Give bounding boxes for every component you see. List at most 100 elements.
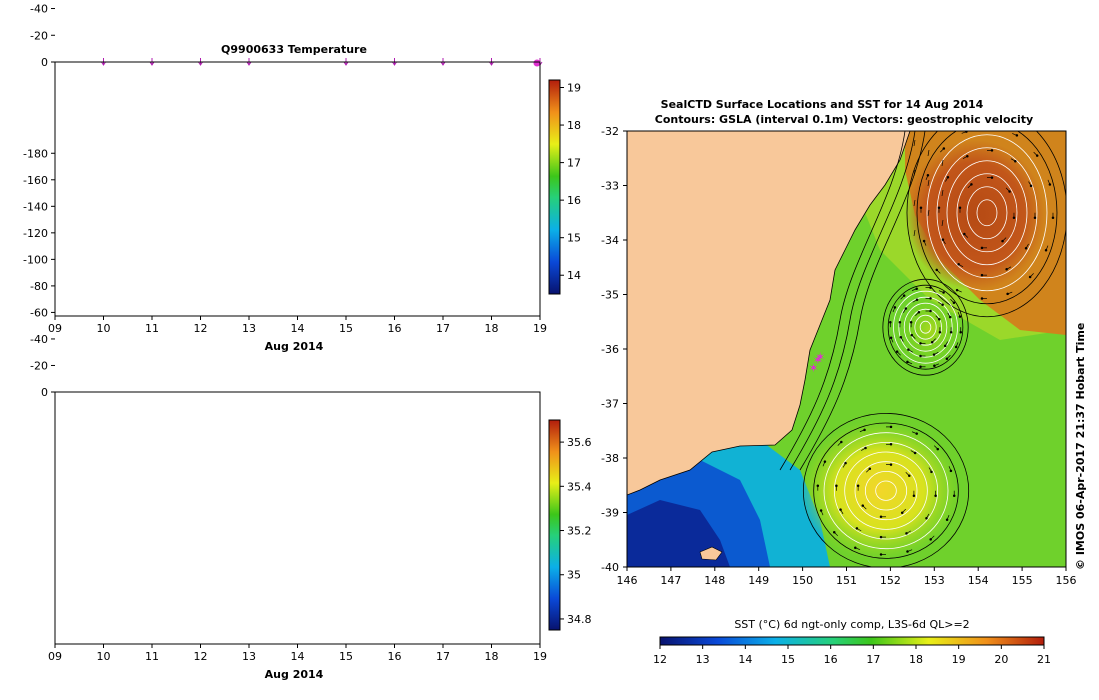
velocity-vector (941, 189, 944, 197)
velocity-vector-head (929, 538, 932, 541)
colorbar-tick-label: 17 (567, 157, 581, 170)
velocity-vector-head (915, 432, 918, 435)
sst-colorbar-ticks: 12 13 14 15 16 17 18 19 20 21 (653, 645, 1051, 666)
velocity-vector-head (919, 365, 922, 369)
velocity-vector-head (945, 357, 949, 360)
velocity-vector-head (929, 286, 932, 289)
velocity-vector (927, 209, 930, 217)
coastal-contour-2 (799, 131, 926, 471)
velocity-vector-head (952, 301, 956, 304)
velocity-vector-head (941, 303, 944, 307)
velocity-vector-head (937, 318, 941, 321)
island (699, 546, 723, 561)
velocity-vector-head (1048, 183, 1052, 186)
velocity-vector-head (929, 297, 932, 300)
velocity-vector-head (948, 315, 952, 319)
x-tick-label: 16 (388, 322, 402, 335)
velocity-vector-head (915, 298, 919, 302)
velocity-vector-head (930, 340, 934, 344)
y-tick-label: -60 (30, 306, 48, 319)
gsla-contour-2-6 (823, 432, 949, 550)
velocity-vector-head (963, 232, 966, 236)
temperature-x-label: Aug 2014 (265, 340, 324, 353)
velocity-vector-head (902, 294, 906, 297)
gsla-contour-0-5 (936, 147, 1038, 279)
x-tick-label: 09 (48, 650, 62, 663)
velocity-vector-head (879, 553, 883, 556)
velocity-vector-head (958, 315, 962, 318)
velocity-vector-head (895, 350, 899, 353)
x-tick-label: 19 (533, 650, 547, 663)
sst-colorbar (660, 637, 1044, 645)
velocity-vector-head (879, 535, 883, 539)
colorbar-tick-label: 16 (567, 194, 581, 207)
velocity-vector-head (1012, 216, 1016, 220)
velocity-vector-head (863, 428, 866, 432)
colorbar-tick-label: 15 (567, 232, 581, 245)
velocity-vector-head (910, 333, 914, 337)
velocity-vector (941, 159, 944, 167)
velocity-vector-head (864, 446, 867, 450)
x-tick-label: 11 (145, 322, 159, 335)
velocity-vector-head (919, 354, 922, 358)
coastal-contour-0 (779, 131, 906, 471)
velocity-vector-head (954, 345, 958, 349)
velocity-vector-head (930, 470, 933, 474)
gsla-contour-2-3 (854, 461, 918, 521)
imos-credit: © IMOS 06-Apr-2017 21:37 Hobart Time (1074, 323, 1087, 570)
x-tick-label: 10 (97, 322, 111, 335)
velocity-vector-head (970, 183, 973, 186)
velocity-vector-head (819, 509, 823, 512)
lon-tick-label: 156 (1056, 574, 1077, 587)
salinity-x-label: Aug 2014 (265, 668, 324, 681)
y-tick-label: -40 (30, 333, 48, 346)
velocity-vector-head (957, 263, 960, 266)
velocity-vector-head (1029, 184, 1033, 188)
velocity-vector-head (955, 288, 959, 292)
velocity-vector-head (879, 515, 883, 519)
x-tick-label: 17 (436, 650, 450, 663)
velocity-vector-head (966, 154, 969, 158)
velocity-vector-head (952, 494, 956, 497)
velocity-vector-head (905, 532, 908, 535)
y-tick-label: -40 (30, 3, 48, 16)
current-position-marker (533, 59, 541, 67)
velocity-vector-head (942, 291, 945, 294)
velocity-vector-head (1015, 134, 1019, 137)
velocity-vector (913, 199, 916, 207)
lon-tick-label: 148 (704, 574, 725, 587)
map-latitude-axis: -32 -33 -34 -35 -36 -37 -38 -39 -40 (601, 125, 627, 574)
x-tick-label: 11 (145, 650, 159, 663)
velocity-vector-head (889, 336, 893, 339)
y-tick-label: -120 (23, 227, 48, 240)
velocity-vector-head (899, 336, 903, 339)
lon-tick-label: 154 (968, 574, 989, 587)
velocity-vector-head (933, 364, 936, 367)
coastal-contour-1 (789, 131, 916, 471)
velocity-vector-head (980, 246, 984, 250)
velocity-vector (927, 179, 930, 187)
velocity-vector-head (938, 330, 942, 334)
lon-tick-label: 146 (617, 574, 638, 587)
velocity-vector-head (889, 320, 892, 324)
y-tick-label: -180 (23, 147, 48, 160)
gsla-contour-1-6 (893, 290, 958, 364)
velocity-vector-head (909, 320, 913, 324)
y-tick-label: -80 (30, 280, 48, 293)
velocity-vector-head (832, 531, 836, 534)
velocity-vector-head (919, 342, 922, 345)
velocity-vector-head (980, 297, 984, 300)
velocity-vector-head (934, 494, 937, 497)
velocity-vector-head (861, 504, 864, 507)
gsla-contour-0-4 (946, 160, 1028, 266)
cast-marker-head (198, 61, 203, 66)
gsla-contour-0-8 (906, 131, 1066, 318)
sst-colorbar-tick-label: 18 (909, 653, 923, 666)
lat-tick-label: -34 (601, 234, 619, 247)
lon-tick-label: 155 (1012, 574, 1033, 587)
gsla-contour-1-5 (898, 296, 953, 358)
velocity-vector-head (906, 550, 909, 553)
velocity-vector-head (868, 467, 872, 470)
gsla-contour-1-3 (909, 308, 942, 346)
velocity-vector-head (917, 310, 921, 314)
